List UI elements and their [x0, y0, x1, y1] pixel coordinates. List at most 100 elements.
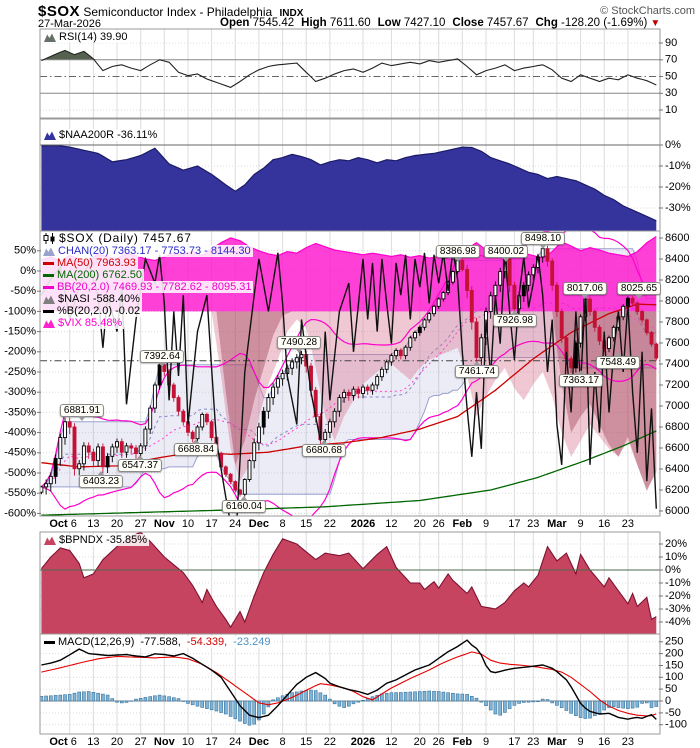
axis-label: 6400	[665, 463, 689, 475]
bpndx-label: $BPNDX -35.85%	[42, 534, 150, 546]
axis-label: 8200	[665, 274, 689, 286]
x-axis-label: 26	[433, 518, 445, 530]
x-axis-label: Feb	[453, 736, 473, 748]
axis-label: 50	[665, 70, 677, 82]
axis-label: 0	[665, 695, 671, 707]
x-axis-label: Oct	[49, 518, 68, 530]
legend-nasi: $NASI -588.40%	[41, 293, 142, 305]
legend-ma200: MA(200) 6762.50	[41, 269, 144, 281]
axis-label: 8600	[665, 232, 689, 244]
price-annotation: 6688.84	[173, 439, 219, 456]
axis-label: -30%	[665, 202, 691, 214]
price-annotation: 7926.98	[492, 310, 538, 327]
x-axis-label: 9	[483, 736, 489, 748]
x-axis-label: 2026	[351, 518, 375, 530]
price-annotation: 6881.91	[59, 404, 105, 421]
x-axis-label: 17	[205, 736, 217, 748]
price-annotation: 7392.64	[139, 350, 185, 367]
quote-label: Chg	[535, 17, 558, 29]
axis-label: 50%	[14, 245, 36, 257]
x-axis-label: 8	[280, 736, 286, 748]
quote-value: 7427.10	[400, 17, 446, 29]
mountain-icon	[44, 130, 56, 140]
x-axis-label: Nov	[154, 518, 176, 530]
axis-label: 7000	[665, 400, 689, 412]
x-axis-label: 26	[433, 736, 445, 748]
price-annotation: 7461.74	[454, 361, 500, 378]
x-axis-label: 13	[87, 736, 99, 748]
axis-label: 0%	[665, 564, 681, 576]
x-axis-label: 15	[300, 736, 312, 748]
macd-value: -77.588,	[140, 636, 181, 648]
bpndx-plot	[40, 532, 660, 634]
rsi-label: RSI(14) 39.90	[42, 31, 130, 43]
rsi-plot	[40, 42, 660, 111]
x-axis-label: 22	[324, 736, 336, 748]
quote-label: Low	[377, 17, 401, 29]
legend-chan: CHAN(20) 7363.17 - 7753.73 - 8144.30	[41, 245, 253, 257]
ohlc-quote-bar: Open 7545.42 High 7611.60 Low 7427.10 Close…	[213, 17, 660, 29]
axis-label: 8400	[665, 253, 689, 265]
x-axis-label: 17	[205, 518, 217, 530]
x-axis-label: 12	[385, 736, 397, 748]
x-axis-label: Mar	[547, 736, 567, 748]
price-annotation: 6547.37	[117, 455, 163, 472]
x-axis-label: 24	[229, 736, 241, 748]
x-axis: Oct 6 13 20 27 Nov 10 17 24 Dec 8 15 22 2026 12 20 26 Feb…	[49, 736, 634, 748]
x-axis-label: 20	[111, 736, 123, 748]
axis-label: -20%	[665, 181, 691, 193]
legend-vix: $VIX 85.48%	[41, 317, 125, 329]
mountain-icon	[44, 32, 56, 42]
line-swatch-icon	[43, 309, 54, 313]
axis-label: -50%	[10, 285, 36, 297]
x-axis: Oct 6 13 20 27 Nov 10 17 24 Dec 8 15 22 2026 12 20 26 Feb…	[49, 518, 634, 530]
axis-label: 250	[665, 636, 683, 648]
x-axis-label: 8	[280, 518, 286, 530]
price-annotation: 8386.98	[435, 245, 481, 262]
x-axis-label: 23	[622, 518, 634, 530]
line-swatch-icon	[44, 640, 55, 644]
axis-right: 90705030100%-10%-20%-30%8600840082008000…	[659, 37, 691, 731]
macd-hist-value: -23.249	[233, 636, 271, 648]
legend-bb: BB(20,2.0) 7469.93 - 7782.62 - 8095.31	[41, 281, 254, 293]
x-axis-label: 17	[508, 518, 520, 530]
x-axis-label: 16	[598, 518, 610, 530]
axis-label: 6800	[665, 421, 689, 433]
x-axis-label: 10	[182, 518, 194, 530]
axis-label: -450%	[4, 447, 36, 459]
axis-label: -550%	[4, 487, 36, 499]
x-axis-label: 9	[578, 736, 584, 748]
x-axis-label: 23	[527, 518, 539, 530]
price-annotation: 7363.17	[558, 370, 604, 387]
chart-date: 27-Mar-2026	[38, 18, 101, 30]
axis-label: 30	[665, 87, 677, 99]
axis-label: -500%	[4, 467, 36, 479]
price-annotation: 6160.04	[221, 496, 267, 513]
axis-label: -250%	[4, 366, 36, 378]
price-annotation: 8498.10	[520, 232, 566, 249]
x-axis-label: 20	[414, 736, 426, 748]
candlestick-icon	[43, 232, 56, 244]
quote-value: 7457.67	[483, 17, 529, 29]
panel-border	[39, 28, 661, 119]
axis-label: 6600	[665, 442, 689, 454]
x-axis-label: 10	[182, 736, 194, 748]
axis-label: 10%	[665, 551, 687, 563]
axis-label: -350%	[4, 406, 36, 418]
axis-label: -100	[665, 719, 687, 731]
axis-label: -10%	[665, 577, 691, 589]
panel-border	[39, 633, 661, 735]
mountain-icon	[44, 535, 56, 545]
axis-label: 150	[665, 659, 683, 671]
x-axis-label: 23	[622, 736, 634, 748]
axis-label: -600%	[4, 507, 36, 519]
macd-signal-value: -54.339,	[186, 636, 228, 648]
x-axis-label: 13	[87, 518, 99, 530]
price-annotation: 7490.28	[276, 336, 322, 353]
x-axis-label: 9	[483, 518, 489, 530]
axis-label: -100%	[4, 305, 36, 317]
panel-border	[39, 230, 661, 517]
axis-label: 7200	[665, 379, 689, 391]
